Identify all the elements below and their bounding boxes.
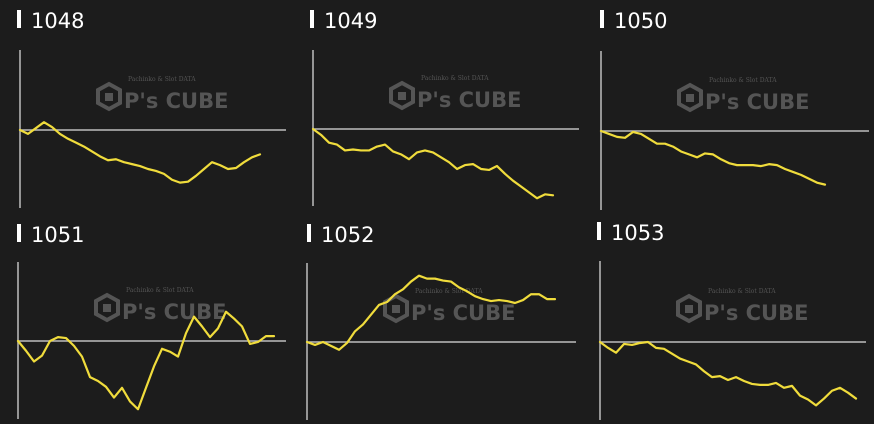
watermark-logo: Pachinko & Slot DATA P's CUBE bbox=[676, 288, 808, 325]
title-bar-marker bbox=[310, 10, 314, 28]
watermark-logo: Pachinko & Slot DATA P's CUBE bbox=[383, 288, 515, 325]
cube-hexagon-icon bbox=[676, 293, 702, 324]
watermark-brand: P's CUBE bbox=[122, 300, 226, 324]
chart-title: 1051 bbox=[31, 223, 84, 247]
cube-icon-core bbox=[685, 305, 693, 313]
chart-title: 1053 bbox=[611, 221, 664, 245]
title-bar-marker bbox=[307, 224, 311, 242]
cube-icon-core bbox=[398, 92, 406, 100]
cube-hexagon-icon bbox=[94, 292, 120, 323]
watermark-tagline: Pachinko & Slot DATA bbox=[421, 75, 489, 82]
watermark-brand: P's CUBE bbox=[411, 301, 515, 325]
cube-hexagon-icon bbox=[96, 81, 122, 112]
watermark-logo: Pachinko & Slot DATA P's CUBE bbox=[389, 75, 521, 112]
cube-icon-core bbox=[392, 305, 400, 313]
cube-hexagon-icon bbox=[389, 80, 415, 111]
watermark-tagline: Pachinko & Slot DATA bbox=[128, 76, 196, 83]
chart-title: 1048 bbox=[31, 9, 84, 33]
watermark-tagline: Pachinko & Slot DATA bbox=[709, 77, 777, 84]
cube-icon-core bbox=[105, 93, 113, 101]
watermark-brand: P's CUBE bbox=[417, 88, 521, 112]
watermark-brand: P's CUBE bbox=[705, 90, 809, 114]
chart-panel-1049: 1049 Pachinko & Slot DATA P's CUBE bbox=[310, 9, 579, 206]
watermark-brand: P's CUBE bbox=[704, 301, 808, 325]
cube-icon-core bbox=[103, 304, 111, 312]
chart-panel-1053: 1053 Pachinko & Slot DATA P's CUBE bbox=[597, 221, 866, 420]
watermark-tagline: Pachinko & Slot DATA bbox=[126, 287, 194, 294]
chart-title: 1049 bbox=[324, 9, 377, 33]
watermark-tagline: Pachinko & Slot DATA bbox=[708, 288, 776, 295]
watermark-logo: Pachinko & Slot DATA P's CUBE bbox=[94, 287, 226, 324]
cube-hexagon-icon bbox=[383, 293, 409, 324]
title-bar-marker bbox=[17, 224, 21, 242]
watermark-brand: P's CUBE bbox=[124, 89, 228, 113]
chart-title: 1050 bbox=[614, 9, 667, 33]
chart-panel-1051: 1051 Pachinko & Slot DATA P's CUBE bbox=[16, 223, 286, 419]
watermark-logo: Pachinko & Slot DATA P's CUBE bbox=[677, 77, 809, 114]
watermark-logo: Pachinko & Slot DATA P's CUBE bbox=[96, 76, 228, 113]
series-line bbox=[305, 274, 557, 351]
watermark-tagline: Pachinko & Slot DATA bbox=[415, 288, 483, 295]
title-bar-marker bbox=[17, 10, 21, 28]
cube-icon-core bbox=[686, 94, 694, 102]
chart-panel-1050: 1050 Pachinko & Slot DATA P's CUBE bbox=[599, 9, 869, 210]
cube-hexagon-icon bbox=[677, 82, 703, 113]
title-bar-marker bbox=[600, 10, 604, 28]
chart-title: 1052 bbox=[321, 223, 374, 247]
title-bar-marker bbox=[597, 222, 601, 240]
chart-panel-1048: 1048 Pachinko & Slot DATA P's CUBE bbox=[17, 9, 286, 208]
chart-panel-1052: 1052 Pachinko & Slot DATA P's CUBE bbox=[305, 223, 576, 420]
